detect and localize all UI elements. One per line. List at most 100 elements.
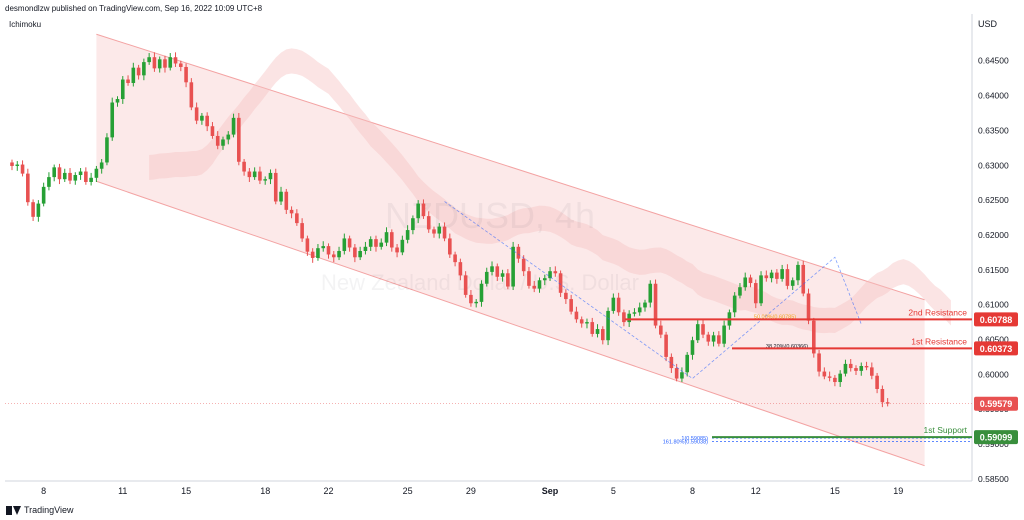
- y-tick-label: 0.64000: [978, 91, 1009, 101]
- candle-body: [200, 115, 204, 121]
- candle-body: [226, 134, 231, 140]
- footer-brand: TradingView: [6, 505, 74, 515]
- candle-body: [221, 139, 225, 146]
- candle-body: [184, 66, 188, 83]
- price-level-1-text: 0.60788: [980, 315, 1013, 325]
- candle-body: [421, 203, 426, 217]
- candle-body: [701, 324, 705, 335]
- candle-body: [558, 273, 563, 293]
- candle-body: [537, 280, 542, 289]
- candle-body: [585, 322, 589, 324]
- candle-body: [527, 271, 531, 286]
- candle-body: [395, 247, 399, 253]
- fib-extension-path: [444, 201, 862, 380]
- candle-body: [601, 329, 605, 341]
- candle-body: [664, 334, 668, 357]
- candle-body: [384, 232, 389, 243]
- candle-body: [152, 57, 157, 69]
- candle-body: [616, 297, 621, 313]
- candle-body: [379, 242, 384, 247]
- candle-body: [622, 312, 626, 323]
- candle-body: [374, 239, 378, 247]
- candle-body: [769, 272, 774, 279]
- candle-body: [353, 247, 357, 258]
- candle-body: [864, 365, 869, 368]
- candle-body: [759, 275, 763, 304]
- last-price-text: 0.59579: [980, 399, 1013, 409]
- candle-body: [305, 238, 310, 252]
- y-tick-label: 0.60500: [978, 335, 1009, 345]
- candle-body: [569, 299, 573, 312]
- candle-body: [342, 238, 347, 251]
- price-level-3-box: [974, 430, 1018, 445]
- candle-body: [780, 269, 784, 279]
- candle-body: [321, 246, 326, 249]
- candle-body: [822, 371, 827, 377]
- x-tick-label: 8: [41, 486, 46, 496]
- candle-body: [875, 375, 879, 389]
- candle-body: [595, 329, 600, 334]
- y-tick-label: 0.63000: [978, 160, 1009, 170]
- candle-body: [553, 271, 558, 274]
- candle-body: [215, 135, 220, 146]
- candle-body: [89, 177, 93, 182]
- price-channel-fill: [96, 34, 925, 466]
- candle-body: [458, 262, 463, 276]
- candle-body: [426, 216, 431, 230]
- candle-body: [31, 202, 35, 217]
- candle-body: [52, 167, 56, 178]
- x-tick-label: 5: [611, 486, 616, 496]
- candle-body: [142, 62, 146, 76]
- candle-body: [411, 218, 415, 231]
- candle-body: [685, 354, 689, 373]
- candle-body: [284, 191, 289, 210]
- candle-body: [817, 353, 821, 372]
- candle-body: [490, 266, 494, 272]
- x-tick-label: 19: [893, 486, 903, 496]
- candle-body: [690, 340, 695, 355]
- candle-body: [337, 250, 341, 258]
- candle-body: [564, 292, 568, 300]
- candle-body: [326, 246, 331, 255]
- y-tick-label: 0.62000: [978, 230, 1009, 240]
- candle-body: [20, 164, 25, 174]
- candle-body: [453, 254, 457, 263]
- candle-body: [474, 301, 478, 304]
- candle-body: [268, 172, 273, 180]
- candle-body: [358, 250, 362, 258]
- candle-body: [179, 63, 183, 67]
- candle-body: [347, 238, 352, 248]
- price-level-2-box: [974, 341, 1018, 356]
- candle-body: [390, 232, 394, 248]
- candle-body: [173, 57, 178, 64]
- candle-body: [47, 177, 51, 187]
- currency-label: USD: [978, 19, 998, 29]
- candle-body: [273, 172, 278, 202]
- candle-body: [210, 126, 215, 136]
- candle-body: [15, 164, 20, 166]
- candle-body: [405, 230, 410, 240]
- candle-body: [870, 367, 874, 376]
- candle-body: [579, 319, 584, 324]
- price-level-3-text: 0.59099: [980, 433, 1013, 443]
- candle-body: [157, 59, 162, 69]
- candle-body: [648, 283, 653, 303]
- candle-body: [838, 373, 842, 383]
- last-price-box: [974, 396, 1018, 411]
- candle-body: [653, 283, 658, 326]
- candle-body: [574, 311, 579, 320]
- candle-body: [120, 79, 125, 100]
- level-label-1: 2nd Resistance: [908, 307, 967, 317]
- candle-body: [363, 246, 368, 251]
- y-tick-label: 0.64500: [978, 56, 1009, 66]
- candle-body: [10, 162, 14, 166]
- candle-body: [442, 226, 447, 239]
- candle-body: [437, 226, 442, 234]
- x-tick-label: Sep: [542, 486, 559, 496]
- indicator-label[interactable]: Ichimoku: [9, 20, 42, 29]
- y-tick-label: 0.63500: [978, 125, 1009, 135]
- x-tick-label: 15: [181, 486, 191, 496]
- candles: [10, 52, 890, 408]
